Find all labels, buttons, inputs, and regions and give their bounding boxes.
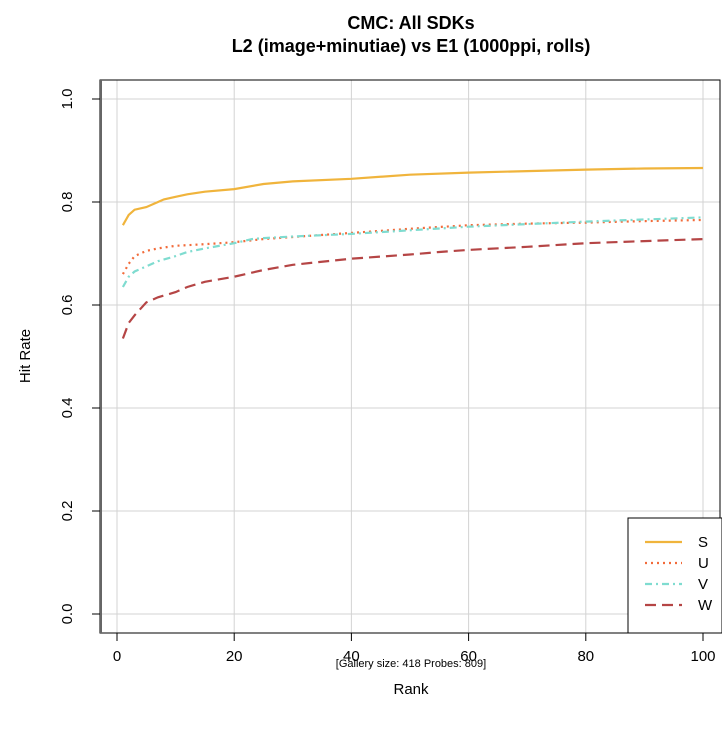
x-axis: 0 20 40 60 80 100 bbox=[113, 633, 716, 665]
x-axis-label: Rank bbox=[393, 681, 429, 698]
legend-label-U: U bbox=[698, 555, 709, 572]
gallery-note: [Gallery size: 418 Probes: 809] bbox=[336, 658, 486, 670]
x-tick-label: 40 bbox=[343, 648, 360, 665]
x-tick-label: 100 bbox=[690, 648, 715, 665]
y-tick-label: 0.4 bbox=[59, 398, 76, 419]
series-line-S bbox=[121, 166, 704, 226]
plot-frame bbox=[99, 79, 721, 634]
series-lines bbox=[121, 166, 704, 339]
legend-label-S: S bbox=[698, 534, 708, 551]
y-axis: 0.0 0.2 0.4 0.6 0.8 1.0 bbox=[59, 89, 100, 625]
legend-box bbox=[627, 517, 722, 634]
chart-title: CMC: All SDKs bbox=[347, 13, 474, 33]
y-tick-label: 0.2 bbox=[59, 501, 76, 522]
series-line-U bbox=[121, 218, 704, 275]
y-tick-label: 1.0 bbox=[59, 89, 76, 110]
series-line-W bbox=[121, 238, 704, 339]
chart-subtitle: L2 (image+minutiae) vs E1 (1000ppi, roll… bbox=[232, 36, 591, 56]
x-tick-label: 60 bbox=[460, 648, 477, 665]
series-line-V bbox=[121, 216, 704, 288]
y-tick-label: 0.6 bbox=[59, 295, 76, 316]
x-tick-label: 20 bbox=[226, 648, 243, 665]
grid bbox=[100, 80, 720, 633]
y-tick-label: 0.0 bbox=[59, 604, 76, 625]
x-tick-label: 0 bbox=[113, 648, 121, 665]
y-tick-label: 0.8 bbox=[59, 192, 76, 213]
y-axis-label: Hit Rate bbox=[17, 329, 34, 383]
legend-label-V: V bbox=[698, 576, 708, 593]
x-tick-label: 80 bbox=[577, 648, 594, 665]
legend-label-W: W bbox=[698, 597, 713, 614]
